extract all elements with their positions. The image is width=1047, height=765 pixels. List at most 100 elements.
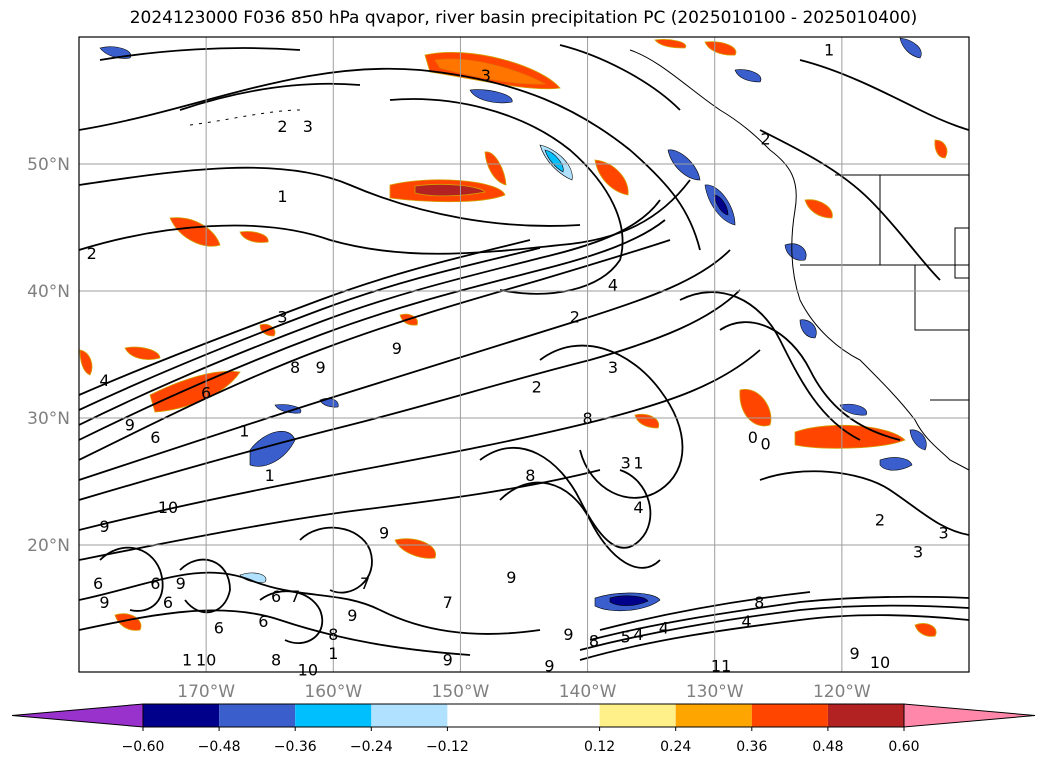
map-frame (78, 36, 970, 673)
contour-label: 11 (711, 657, 731, 676)
contour-label: 3 (938, 523, 948, 542)
contour-label: 3 (303, 117, 313, 136)
contour-label: 6 (258, 612, 268, 631)
contour-label: 9 (315, 358, 325, 377)
contour-label: 5 (621, 627, 631, 646)
contour-label: 9 (563, 625, 573, 644)
colorbar-tick-label: −0.12 (426, 739, 469, 755)
colorbar-over-arrow (903, 703, 1036, 728)
contour-label: 2 (570, 307, 580, 326)
colorbar-tick-label: 0.48 (812, 739, 843, 755)
colorbar-tick-label: 0.36 (736, 739, 767, 755)
contour-label: 3 (621, 453, 631, 472)
contour-label: 10 (870, 653, 890, 672)
contour-label: 0 (748, 428, 758, 447)
graticule (79, 37, 969, 672)
map-background (79, 37, 969, 672)
lon-tick-label: 140°W (559, 682, 617, 702)
contour-label: 8 (589, 631, 599, 650)
contour-label: 3 (913, 542, 923, 561)
contour-label: 7 (290, 587, 300, 606)
colorbar-segment (447, 704, 600, 727)
shading-layer-negative (99, 37, 927, 612)
contour-label: 9 (849, 644, 859, 663)
colorbar-segment (219, 704, 296, 727)
colorbar-tick-label: −0.48 (198, 739, 241, 755)
contour-label: 9 (176, 574, 186, 593)
contour-label: 9 (506, 568, 516, 587)
colorbar-tick-label: −0.36 (274, 739, 317, 755)
contour-label: 10 (298, 660, 318, 679)
colorbar-tick-label: 0.24 (660, 739, 691, 755)
contour-label: 4 (99, 371, 109, 390)
contour-label: 4 (608, 276, 618, 295)
contour-label: 10 (158, 498, 178, 517)
contour-label: 9 (379, 523, 389, 542)
lon-tick-label: 160°W (304, 682, 362, 702)
contour-label: 9 (99, 517, 109, 536)
contour-label: 0 (760, 434, 770, 453)
contour-label: 4 (633, 498, 643, 517)
colorbar-frame (142, 703, 905, 728)
contour-label: 3 (277, 307, 287, 326)
contour-label: 6 (201, 384, 211, 403)
contour-label: 6 (163, 593, 173, 612)
contour-label: 6 (214, 619, 224, 638)
colorbar-segment (751, 704, 828, 727)
lon-tick-label: 170°W (177, 682, 235, 702)
contour-label: 2 (87, 244, 97, 263)
contour-label: 1 (239, 422, 249, 441)
colorbar-segment (827, 704, 904, 727)
contour-label: 1 (265, 466, 275, 485)
colorbar-tick-label: 0.12 (584, 739, 615, 755)
colorbar-segment (371, 704, 448, 727)
lat-tick-label: 20°N (27, 536, 70, 556)
shading-layer (79, 39, 948, 637)
contour-label: 9 (347, 606, 357, 625)
colorbar-segment (599, 704, 676, 727)
colorbar-tick-label: −0.24 (350, 739, 393, 755)
contour-label: 4 (659, 619, 669, 638)
contour-label: 8 (582, 409, 592, 428)
contour-label: 2 (532, 377, 542, 396)
contour-label: 9 (392, 339, 402, 358)
contour-label: 8 (754, 593, 764, 612)
contour-label: 6 (271, 587, 281, 606)
contour-lines (79, 44, 969, 661)
contour-label: 8 (271, 650, 281, 669)
contour-label: 6 (150, 428, 160, 447)
coastline-layer (189, 49, 969, 471)
contour-label: 9 (99, 593, 109, 612)
colorbar: −0.60 −0.48 −0.36 −0.24 −0.12 0.12 0.24 0.36 0.4… (11, 703, 1036, 755)
lat-tick-label: 50°N (27, 155, 70, 175)
contour-label: 8 (290, 358, 300, 377)
contour-label: 3 (481, 66, 491, 85)
colorbar-segment (295, 704, 372, 727)
contour-label: 9 (125, 415, 135, 434)
contour-label: 2 (277, 117, 287, 136)
lon-tick-label: 150°W (432, 682, 490, 702)
contour-label: 9 (443, 650, 453, 669)
lat-tick-label: 30°N (27, 409, 70, 429)
contour-label: 3 (608, 358, 618, 377)
contour-label: 6 (93, 574, 103, 593)
contour-label: 4 (741, 612, 751, 631)
contour-label: 7 (360, 574, 370, 593)
contour-label: 8 (328, 625, 338, 644)
lon-tick-label: 120°W (813, 682, 871, 702)
colorbar-segment (143, 704, 220, 727)
colorbar-segment (675, 704, 752, 727)
contour-label: 10 (196, 650, 216, 669)
contour-label: 9 (544, 657, 554, 676)
contour-label: 1 (328, 644, 338, 663)
chart-title: 2024123000 F036 850 hPa qvapor, river ba… (129, 8, 918, 28)
colorbar-under-arrow (11, 703, 144, 728)
contour-label: 8 (525, 466, 535, 485)
contour-label: 4 (633, 625, 643, 644)
lat-tick-labels: 20°N 30°N 40°N 50°N (27, 155, 70, 556)
contour-label: 1 (182, 650, 192, 669)
contour-label: 1 (277, 187, 287, 206)
colorbar-tick-label: −0.60 (122, 739, 165, 755)
